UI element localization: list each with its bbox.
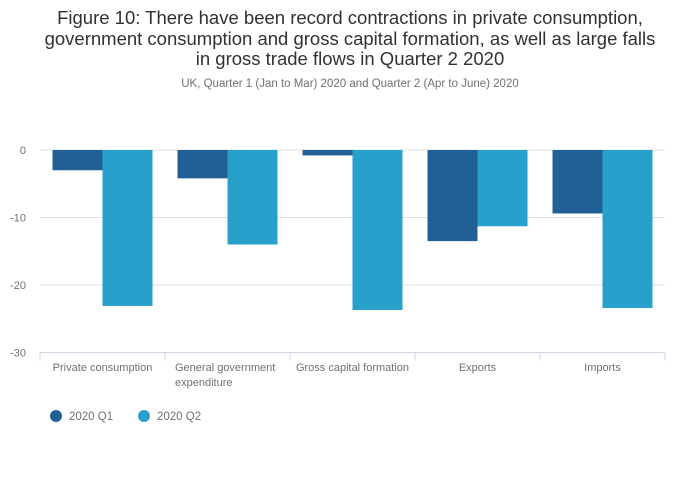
bars <box>52 150 653 310</box>
bar-2020-q2 <box>352 150 403 310</box>
bar-2020-q1 <box>177 150 228 179</box>
chart-title-line: Figure 10: There have been record contra… <box>57 7 643 28</box>
x-category-label-line: General government <box>175 362 275 374</box>
legend-marker-icon <box>50 410 62 422</box>
legend-marker-icon <box>138 410 150 422</box>
bar-2020-q1 <box>552 150 603 214</box>
chart-subtitle: UK, Quarter 1 (Jan to Mar) 2020 and Quar… <box>181 78 519 90</box>
bar-2020-q2 <box>602 150 653 308</box>
y-tick-label: -10 <box>10 213 26 225</box>
bar-2020-q1 <box>52 150 103 171</box>
bar-2020-q1 <box>302 150 353 156</box>
bar-2020-q2 <box>477 150 528 227</box>
chart-title-line: in gross trade flows in Quarter 2 2020 <box>195 48 505 69</box>
bar-2020-q1 <box>427 150 478 242</box>
y-axis-ticks: 0 -10 -20 -30 <box>10 145 26 360</box>
chart-title: Figure 10: There have been record contra… <box>0 7 700 70</box>
x-category-label-line: Private consumption <box>53 362 153 374</box>
x-category-label-line: Gross capital formation <box>296 362 409 374</box>
x-category-label: Gross capital formation <box>296 362 409 374</box>
x-category-label: General government expenditure <box>175 362 275 389</box>
legend: 2020 Q1 2020 Q2 <box>50 410 201 423</box>
chart-title-line: government consumption and gross capital… <box>44 27 656 49</box>
x-category-label-line: expenditure <box>175 377 233 389</box>
x-category-label: Imports <box>584 362 621 374</box>
x-category-label: Private consumption <box>53 362 153 374</box>
bar-2020-q2 <box>227 150 278 245</box>
legend-item[interactable]: 2020 Q1 <box>50 410 113 423</box>
y-tick-label: -20 <box>10 280 26 292</box>
bar-2020-q2 <box>102 150 153 306</box>
legend-label: 2020 Q2 <box>157 411 201 423</box>
y-tick-label: 0 <box>20 145 26 157</box>
x-category-label-line: Imports <box>584 362 621 374</box>
x-category-label: Exports <box>459 362 497 374</box>
y-tick-label: -30 <box>10 348 26 360</box>
legend-item[interactable]: 2020 Q2 <box>138 410 201 423</box>
legend-label: 2020 Q1 <box>69 411 113 423</box>
x-category-label-line: Exports <box>459 362 497 374</box>
x-axis: Private consumption General government exp… <box>39 352 666 389</box>
